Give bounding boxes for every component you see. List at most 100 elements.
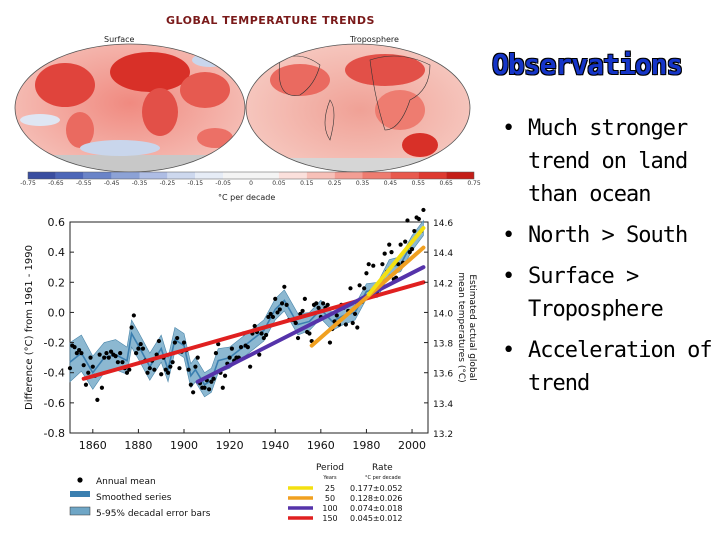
annual-mean-point: [140, 346, 146, 351]
annual-mean-point: [352, 311, 358, 317]
bullet-dot-icon: •: [502, 264, 515, 289]
x-tick-label: 2000: [398, 439, 426, 452]
annual-mean-point: [211, 376, 216, 381]
bullet-item: • Much stronger trend on land than ocean: [500, 112, 715, 211]
trend-line-25: [366, 226, 426, 297]
annual-mean-point: [416, 216, 421, 222]
annual-mean-point: [81, 363, 86, 368]
colorbar-tick-label: -0.25: [159, 180, 176, 187]
colorbar-swatch: [223, 172, 251, 179]
annual-mean-point: [120, 360, 125, 365]
legend-rate-value: 0.128±0.026: [350, 494, 403, 503]
annual-mean-point: [124, 370, 130, 375]
annual-mean-point: [181, 340, 187, 345]
annual-mean-point: [195, 355, 200, 360]
x-tick-label: 1980: [352, 439, 380, 452]
colorbar-tick-label: -0.05: [215, 180, 231, 187]
bullet-text: Surface > Troposphere: [528, 264, 664, 322]
y2-axis-title: Estimated actual globalmean temperatures…: [456, 272, 477, 382]
annual-mean-point: [159, 372, 164, 377]
colorbar-swatch: [334, 172, 363, 179]
y-tick-label: 0.2: [48, 276, 66, 289]
annual-mean-point: [202, 385, 207, 390]
colorbar-swatch: [195, 172, 224, 179]
annual-mean-point: [270, 314, 276, 320]
annual-mean-point: [77, 348, 82, 353]
legend-item-label: Smoothed series: [96, 493, 172, 503]
annual-mean-point: [191, 390, 196, 395]
y2-tick-label: 13.6: [433, 370, 453, 380]
colorbar-tick-label: 0.65: [439, 180, 453, 187]
legend-smoothed-swatch: [70, 491, 90, 497]
annual-mean-point: [186, 367, 191, 372]
annual-mean-point: [229, 346, 234, 351]
annual-mean-point: [284, 302, 289, 307]
legend-period-value: 100: [322, 504, 337, 513]
colorbar-swatch: [111, 172, 140, 179]
annual-mean-point: [206, 387, 212, 392]
annual-mean-point: [245, 344, 250, 350]
colorbar-swatch: [251, 172, 279, 179]
annual-mean-point: [282, 284, 287, 289]
annual-mean-point: [165, 370, 171, 375]
bullet-list: • Much stronger trend on land than ocean …: [500, 112, 715, 408]
colorbar-swatch: [278, 172, 307, 179]
colorbar-swatch: [362, 172, 391, 179]
y2-tick-label: 14.0: [433, 309, 453, 319]
colorbar-tick-label: -0.55: [75, 180, 92, 187]
colorbar-tick-label: -0.45: [103, 180, 120, 187]
x-tick-label: 1920: [216, 439, 244, 452]
annual-mean-point: [238, 344, 244, 350]
y2-tick-label: 13.8: [433, 340, 453, 350]
colorbar-tick-label: 0.25: [327, 180, 342, 187]
troposphere-map: [246, 44, 470, 172]
annual-mean-point: [134, 351, 139, 356]
annual-mean-point: [252, 323, 257, 329]
annual-mean-point: [300, 308, 305, 314]
annual-mean-point: [102, 355, 107, 360]
colorbar-swatch: [83, 172, 112, 179]
annual-mean-point: [145, 370, 150, 375]
x-tick-label: 1880: [124, 439, 152, 452]
y2-tick-label: 14.2: [433, 279, 453, 289]
colorbar-tick-label: 0.55: [411, 180, 425, 187]
bullet-dot-icon: •: [502, 116, 515, 141]
annual-mean-point: [403, 239, 408, 244]
bullet-text: North > South: [528, 223, 688, 248]
colorbar-swatch: [390, 172, 419, 179]
annual-mean-point: [295, 335, 301, 341]
bullet-item: • North > South: [500, 219, 715, 252]
annual-mean-point: [348, 286, 353, 291]
legend-rate-value: 0.177±0.052: [350, 484, 403, 493]
y-tick-label: 0.6: [48, 216, 66, 229]
annual-mean-point: [268, 311, 273, 317]
colorbar-swatch: [28, 172, 56, 179]
colorbar: [27, 171, 475, 180]
annual-mean-point: [88, 355, 93, 360]
annual-mean-point: [67, 366, 73, 371]
annual-mean-point: [366, 262, 371, 267]
annual-mean-point: [380, 262, 385, 267]
annual-mean-point: [412, 228, 417, 234]
bullet-text: Much stronger trend on land than ocean: [528, 116, 688, 207]
y-tick-label: 0.0: [48, 306, 66, 319]
annual-mean-point: [261, 335, 266, 341]
annual-mean-point: [389, 250, 394, 255]
bullet-item: • Surface > Troposphere: [500, 260, 715, 326]
colorbar-tick-label: -0.15: [187, 180, 204, 187]
annual-mean-point: [172, 340, 177, 345]
annual-mean-point: [343, 322, 349, 327]
y-tick-label: 0.4: [48, 246, 66, 259]
y2-tick-label: 13.4: [433, 400, 453, 410]
annual-mean-point: [129, 325, 134, 330]
y-axis-title: Difference (°C) from 1961 - 1990: [24, 245, 35, 410]
annual-mean-point: [382, 251, 387, 256]
annual-mean-point: [209, 379, 214, 384]
annual-mean-point: [350, 320, 355, 326]
annual-mean-point: [131, 313, 136, 318]
bullet-item: • Acceleration of trend: [500, 334, 715, 400]
y-tick-label: -0.8: [44, 427, 65, 440]
colorbar-swatch: [418, 172, 447, 179]
annual-mean-point: [99, 385, 105, 390]
legend-annual-mean-marker: [77, 477, 83, 483]
